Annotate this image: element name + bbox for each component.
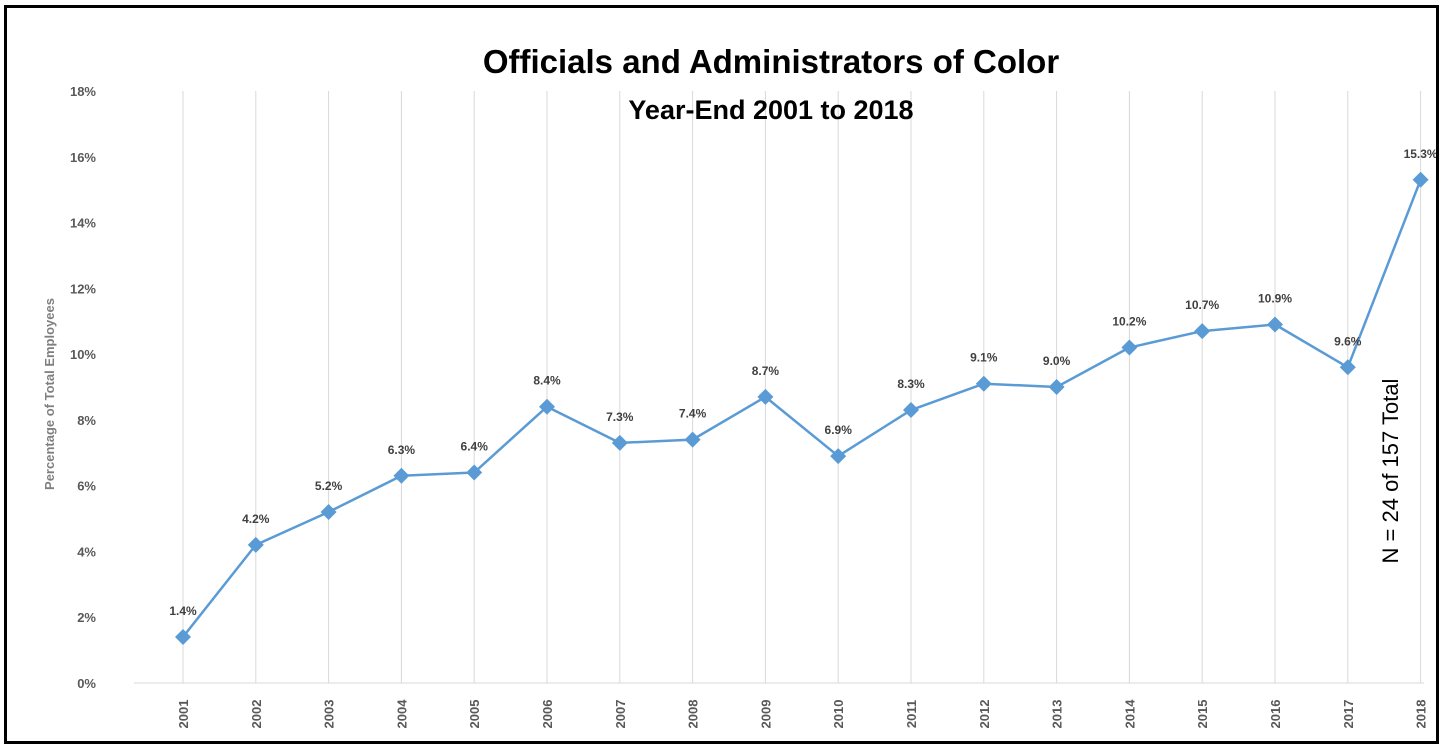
x-tick-label: 2015 [1195,700,1210,729]
data-point-2014 [1121,339,1138,356]
data-label-2001: 1.4% [169,604,197,618]
data-label-2010: 6.9% [825,423,853,437]
x-tick-label: 2007 [613,700,628,729]
line-chart: Officials and Administrators of Color Ye… [42,43,1436,729]
series-line [182,179,1422,638]
x-tick-label: 2001 [176,700,191,729]
y-tick-label: 16% [70,150,96,165]
y-tick-label: 2% [77,610,96,625]
y-tick-label: 4% [77,544,96,559]
x-tick-label: 2018 [1414,700,1429,729]
data-point-2007 [611,434,628,451]
data-point-2001 [175,628,191,645]
x-tick-labels: 2001 2002 2003 2004 2005 2006 2007 2008 2009 2010… [176,699,1429,729]
chart-frame: Officials and Administrators of Color Ye… [4,5,1439,744]
data-point-2005 [466,464,483,481]
x-tick-label: 2016 [1268,700,1283,729]
data-label-2002: 4.2% [242,512,270,526]
data-label-2005: 6.4% [461,440,489,454]
series-markers [175,171,1429,645]
chart-subtitle: Year-End 2001 to 2018 [628,95,913,125]
series-polyline [182,179,1422,638]
data-label-2014: 10.2% [1112,315,1146,329]
data-label-2016: 10.9% [1258,292,1292,306]
x-tick-label: 2005 [467,700,482,729]
data-label-2003: 5.2% [315,479,343,493]
y-tick-labels: 0% 2% 4% 6% 8% 10% 12% 14% 16% 18% [70,84,96,691]
data-point-2015 [1194,323,1211,340]
y-tick-label: 14% [70,216,96,231]
data-label-2018: 15.3% [1404,147,1436,161]
data-label-2015: 10.7% [1185,298,1219,312]
data-point-2017 [1339,359,1356,376]
x-tick-label: 2003 [322,700,337,729]
y-axis-title: Percentage of Total Employees [42,298,57,490]
x-tick-label: 2010 [831,700,846,729]
data-point-2009 [757,388,774,405]
chart-title: Officials and Administrators of Color [483,43,1059,80]
data-label-2008: 7.4% [679,407,707,421]
y-tick-label: 0% [77,676,96,691]
data-point-2002 [247,536,264,553]
data-point-2008 [684,431,701,448]
data-label-2004: 6.3% [388,443,416,457]
x-tick-label: 2013 [1050,700,1065,729]
y-tick-label: 18% [70,84,96,99]
data-label-2017: 9.6% [1334,334,1362,348]
sample-size-annotation: N = 24 of 157 Total [1378,379,1403,564]
y-tick-label: 6% [77,479,96,494]
x-tick-label: 2012 [977,700,992,729]
x-tick-label: 2006 [540,700,555,729]
x-tick-label: 2017 [1341,700,1356,729]
x-tick-label: 2002 [249,700,264,729]
y-tick-label: 12% [70,281,96,296]
data-point-2012 [975,375,992,392]
x-tick-label: 2008 [686,700,701,729]
data-label-2009: 8.7% [752,364,780,378]
x-tick-label: 2011 [904,700,919,728]
data-point-2018 [1412,171,1429,188]
data-label-2006: 8.4% [533,374,561,388]
data-point-2011 [903,402,919,419]
data-label-2012: 9.1% [970,351,998,365]
y-tick-label: 8% [77,413,96,428]
x-tick-label: 2014 [1122,699,1137,729]
x-tick-label: 2004 [394,699,409,729]
data-point-2003 [320,503,337,520]
data-point-2013 [1048,379,1065,395]
data-point-2010 [830,448,847,465]
x-tick-label: 2009 [758,700,773,729]
y-tick-label: 10% [70,347,96,362]
data-labels: 1.4% 4.2% 5.2% 6.3% 6.4% 8.4% 7.3% 7.4% 8.7% 6.9%… [169,147,1436,618]
data-point-2004 [393,467,410,484]
data-label-2011: 8.3% [897,377,925,391]
data-label-2007: 7.3% [606,410,634,424]
data-point-2006 [539,398,555,415]
gridlines [182,91,1422,683]
data-label-2013: 9.0% [1043,354,1071,368]
data-point-2016 [1267,316,1283,333]
